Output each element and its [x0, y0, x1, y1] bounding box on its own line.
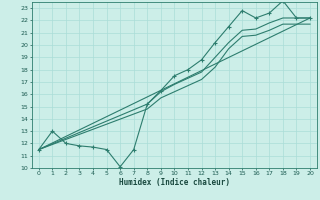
- X-axis label: Humidex (Indice chaleur): Humidex (Indice chaleur): [119, 178, 230, 187]
